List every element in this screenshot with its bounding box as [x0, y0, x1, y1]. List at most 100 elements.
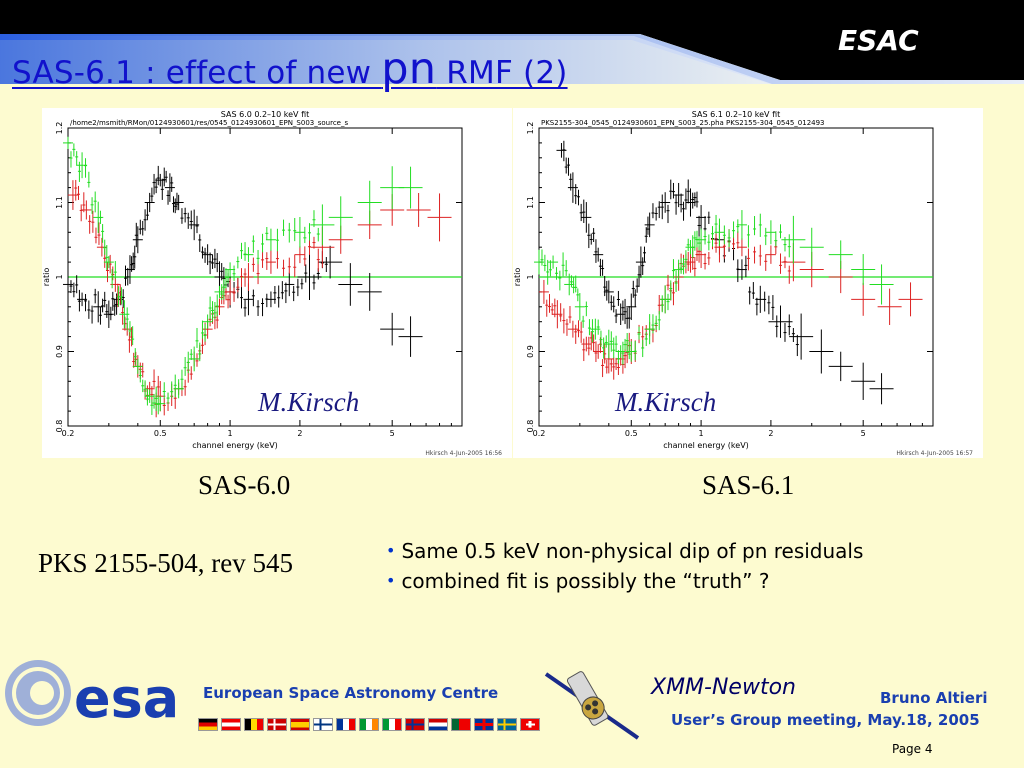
data-point	[77, 289, 81, 312]
data-point	[222, 278, 226, 300]
residual-plot-svg-sas60: SAS 6.0 0.2–10 keV fit/home2/msmith/RMon…	[42, 110, 502, 457]
data-point	[94, 227, 98, 244]
data-point	[564, 157, 568, 174]
esa-logo-icon: esa	[5, 660, 179, 730]
data-point	[601, 359, 605, 378]
data-point	[758, 213, 762, 237]
data-point	[226, 294, 230, 309]
data-point	[783, 236, 787, 252]
plot-footer-note: Hkirsch 4-Jun-2005 16:56	[425, 450, 502, 457]
data-point	[198, 342, 202, 362]
data-point	[87, 171, 91, 188]
data-point	[143, 209, 147, 231]
data-point	[116, 286, 120, 307]
data-point	[685, 188, 696, 217]
data-point	[562, 140, 566, 162]
data-point	[293, 254, 297, 278]
data-point	[189, 209, 200, 241]
data-point	[232, 265, 236, 281]
data-point	[615, 345, 626, 358]
data-point	[644, 227, 648, 243]
data-point	[627, 341, 631, 360]
data-point	[682, 257, 686, 275]
data-point	[691, 235, 695, 259]
y-tick-label: 1.1	[526, 196, 535, 209]
data-point	[635, 246, 646, 278]
data-point	[427, 193, 452, 242]
plot-annotation: M.Kirsch	[257, 387, 359, 417]
data-point	[612, 337, 616, 359]
data-point	[75, 151, 79, 166]
data-point	[77, 185, 81, 200]
data-point	[674, 270, 678, 293]
data-point	[240, 268, 244, 288]
data-point	[621, 341, 625, 365]
data-point	[152, 369, 156, 388]
data-point	[789, 313, 814, 360]
data-point	[748, 286, 752, 305]
data-point	[96, 237, 107, 257]
data-point	[98, 306, 102, 325]
data-point	[284, 282, 288, 304]
data-point	[548, 260, 552, 277]
data-point	[183, 207, 187, 223]
data-point	[727, 229, 731, 248]
data-point	[103, 256, 114, 269]
data-point	[598, 258, 602, 277]
data-point	[138, 219, 142, 235]
data-point	[684, 188, 688, 210]
data-point	[693, 192, 697, 207]
data-point	[623, 349, 627, 369]
data-point	[173, 198, 177, 214]
data-point	[714, 218, 725, 247]
data-point	[869, 373, 894, 405]
data-point	[166, 392, 170, 405]
data-point	[93, 291, 104, 323]
data-point	[98, 210, 102, 224]
data-point	[173, 374, 177, 398]
data-point	[546, 259, 550, 285]
data-point	[79, 204, 83, 222]
data-point	[779, 224, 783, 239]
data-point	[101, 298, 105, 313]
data-point	[243, 299, 247, 317]
data-point	[562, 308, 566, 334]
data-point	[538, 279, 549, 304]
data-point	[236, 256, 240, 269]
data-point	[736, 231, 740, 249]
data-point	[251, 289, 255, 307]
data-point	[72, 143, 76, 157]
x-tick-label: 1	[699, 429, 704, 438]
data-point	[180, 208, 184, 224]
flag-spain-icon	[290, 718, 310, 731]
data-point	[220, 263, 224, 281]
flag-austria-icon	[221, 718, 241, 731]
data-point	[612, 357, 616, 380]
data-point	[707, 234, 711, 251]
y-tick-label: 1.2	[526, 122, 535, 135]
data-point	[561, 252, 565, 277]
data-point	[110, 269, 114, 289]
data-point	[166, 190, 170, 205]
flag-finland-icon	[313, 718, 333, 731]
data-point	[243, 263, 254, 291]
x-axis-label: channel energy (keV)	[192, 441, 278, 450]
data-point	[609, 331, 613, 352]
data-point	[791, 327, 795, 343]
data-point	[103, 291, 107, 308]
bullet-text: Same 0.5 keV non-physical dip of pn resi…	[401, 539, 864, 563]
data-point	[673, 259, 684, 280]
data-point	[87, 300, 91, 319]
data-point	[621, 300, 625, 321]
data-point	[150, 187, 154, 202]
data-point	[156, 375, 160, 397]
meeting-name: User’s Group meeting, May.18, 2005	[671, 711, 980, 729]
residual-plot-svg-sas61: SAS 6.1 0.2–10 keV fitPKS2155-304_0545_0…	[513, 110, 973, 457]
data-point	[111, 291, 115, 311]
data-point	[736, 259, 740, 283]
data-point	[695, 191, 699, 208]
data-point	[767, 295, 771, 315]
data-point	[593, 344, 604, 359]
data-point	[567, 320, 578, 338]
data-point	[614, 335, 618, 352]
